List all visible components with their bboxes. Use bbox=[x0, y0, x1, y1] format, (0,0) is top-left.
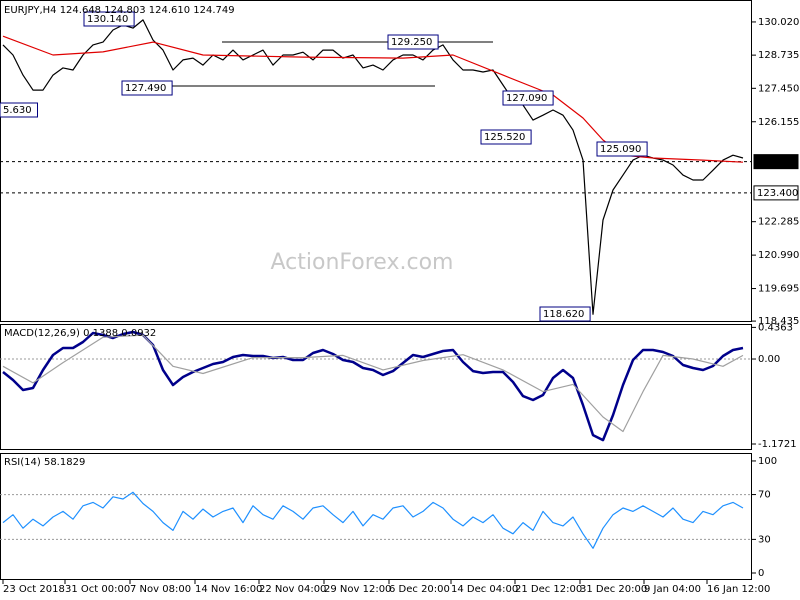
y-tick-label: 126.155 bbox=[758, 117, 799, 128]
x-tick-label: 22 Nov 04:00 bbox=[259, 584, 326, 595]
x-tick-label: 16 Jan 12:00 bbox=[707, 584, 770, 595]
price-level-label: 124.610 bbox=[757, 157, 798, 168]
annotation-box bbox=[121, 80, 173, 96]
series-line bbox=[2, 491, 744, 549]
y-tick-label: 0 bbox=[758, 568, 764, 579]
y-tick-label: 119.695 bbox=[758, 284, 799, 295]
panel-title: EURJPY,H4 124.648 124.803 124.610 124.74… bbox=[4, 5, 235, 16]
price-level-box bbox=[753, 185, 799, 201]
series-line bbox=[2, 35, 744, 163]
x-tick-label: 9 Jan 04:00 bbox=[644, 584, 701, 595]
x-tick-label: 29 Nov 12:00 bbox=[324, 584, 391, 595]
y-tick-label: 30 bbox=[758, 534, 771, 545]
y-tick-label: 128.735 bbox=[758, 50, 799, 61]
x-tick-label: 7 Nov 08:00 bbox=[130, 584, 191, 595]
y-tick-label: 118.435 bbox=[758, 316, 799, 327]
panel bbox=[0, 0, 752, 322]
panel-title: MACD(12,26,9) 0.1388 0.0932 bbox=[4, 328, 156, 339]
annotation-box bbox=[539, 306, 591, 322]
y-tick-label: 70 bbox=[758, 490, 771, 501]
annotation-box bbox=[480, 129, 532, 145]
panel bbox=[0, 324, 752, 450]
annotation-box bbox=[0, 102, 38, 118]
panel-title: RSI(14) 58.1829 bbox=[4, 457, 85, 468]
x-tick-label: 31 Oct 00:00 bbox=[65, 584, 130, 595]
panel bbox=[0, 453, 752, 580]
y-tick-label: -1.1721 bbox=[758, 439, 797, 450]
annotation: 127.090 bbox=[506, 93, 547, 104]
x-tick-label: 21 Dec 12:00 bbox=[515, 584, 582, 595]
series-line bbox=[2, 334, 744, 433]
annotation: 127.490 bbox=[125, 83, 166, 94]
annotation-box bbox=[596, 141, 648, 157]
x-tick-label: 23 Oct 2018 bbox=[3, 584, 65, 595]
y-tick-label: 122.285 bbox=[758, 217, 799, 228]
annotation: 118.620 bbox=[543, 309, 584, 320]
annotation-box bbox=[83, 11, 135, 27]
watermark: ActionForex.com bbox=[271, 250, 454, 275]
annotation: 125.520 bbox=[484, 132, 525, 143]
price-level-label: 123.400 bbox=[757, 188, 798, 199]
x-tick-label: 6 Dec 20:00 bbox=[389, 584, 450, 595]
x-tick-label: 14 Dec 04:00 bbox=[451, 584, 518, 595]
y-tick-label: 120.990 bbox=[758, 250, 799, 261]
y-tick-label: 127.450 bbox=[758, 83, 799, 94]
annotation: 125.090 bbox=[600, 144, 641, 155]
series-line bbox=[2, 330, 744, 442]
annotation: 130.140 bbox=[87, 14, 128, 25]
y-tick-label: 130.020 bbox=[758, 17, 799, 28]
y-tick-label: 0.00 bbox=[758, 354, 780, 365]
x-tick-label: 31 Dec 20:00 bbox=[580, 584, 647, 595]
x-tick-label: 14 Nov 16:00 bbox=[195, 584, 262, 595]
price-level-box bbox=[753, 154, 799, 170]
annotation-box bbox=[387, 34, 439, 50]
annotation: 129.250 bbox=[391, 37, 432, 48]
annotation-box bbox=[502, 90, 554, 106]
annotation: 5.630 bbox=[3, 105, 32, 116]
y-tick-label: 100 bbox=[758, 456, 777, 467]
y-tick-label: 0.4363 bbox=[758, 322, 793, 333]
